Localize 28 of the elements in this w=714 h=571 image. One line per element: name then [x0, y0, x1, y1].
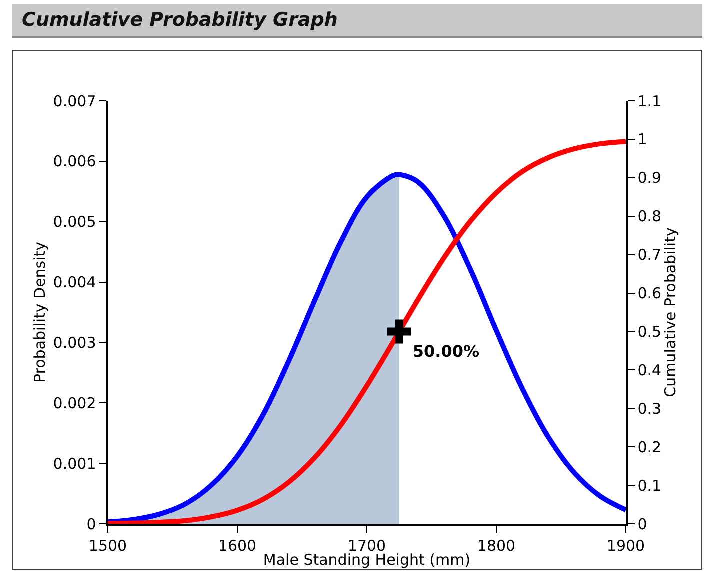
y-tick-label: 0.002 [53, 394, 96, 412]
y2-tick-label: 1 [638, 130, 648, 149]
y2-tick-label: 0 [638, 515, 648, 534]
x-tick-label: 1900 [606, 536, 646, 555]
x-tick-label: 1800 [477, 536, 516, 555]
y2-tick-label: 0.7 [638, 246, 662, 264]
y2-tick-label: 1.1 [638, 92, 662, 110]
y-tick-label: 0.005 [53, 213, 96, 232]
y2-tick-label: 0.5 [638, 322, 662, 341]
y-tick-label: 0.007 [53, 92, 96, 110]
y2-tick-label: 0.4 [638, 361, 662, 380]
y2-axis-title: Cumulative Probability [662, 228, 680, 398]
x-tick-label: 1500 [88, 536, 128, 555]
y-tick-label: 0 [86, 515, 96, 534]
chart-title: Cumulative Probability Graph [22, 9, 338, 31]
y2-tick-label: 0.1 [638, 476, 662, 495]
y-tick-label: 0.004 [53, 274, 96, 292]
y-tick-label: 0.006 [53, 152, 96, 171]
y2-tick-label: 0.6 [638, 284, 662, 303]
y-axis-title: Probability Density [31, 242, 50, 384]
x-tick-label: 1600 [218, 536, 257, 555]
y-tick-label: 0.001 [53, 454, 96, 473]
y2-tick-label: 0.3 [638, 400, 662, 418]
y2-tick-label: 0.9 [638, 169, 662, 188]
y2-tick-label: 0.2 [638, 438, 662, 456]
y-tick-label: 0.003 [53, 334, 96, 352]
data-label: 50.00% [412, 342, 480, 362]
y2-tick-label: 0.8 [638, 208, 662, 226]
